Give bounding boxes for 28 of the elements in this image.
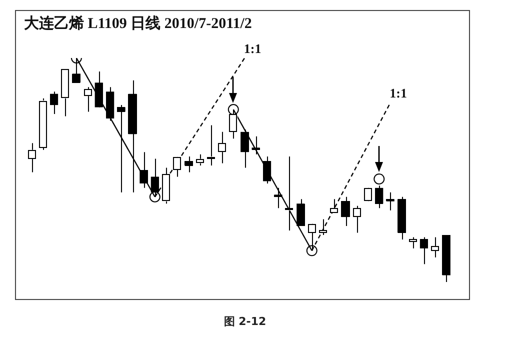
candlestick [252, 136, 260, 155]
point [149, 191, 160, 202]
candlestick [319, 218, 328, 236]
candlestick [420, 236, 428, 265]
candlestick [341, 196, 350, 226]
candlestick [173, 156, 182, 178]
candlestick [386, 192, 394, 211]
point [374, 173, 385, 184]
candlestick [218, 131, 226, 164]
candlestick [285, 156, 294, 231]
point [228, 104, 239, 116]
annotation: 1:1 [390, 86, 408, 101]
candlestick [84, 86, 92, 112]
candlestick [196, 154, 204, 166]
candlestick [408, 236, 417, 249]
candlestick [28, 142, 36, 173]
chart-title: 大连乙烯 L1109 日线 2010/7-2011/2 [24, 14, 252, 33]
candlestick [431, 236, 440, 258]
candlestick [364, 187, 372, 202]
candlestick [184, 156, 193, 173]
candlestick [117, 104, 126, 193]
point [306, 245, 318, 256]
text: 1:1 [244, 40, 262, 56]
candlestick [330, 198, 338, 214]
caption: 图 2-12 [222, 314, 268, 329]
candlestick [352, 205, 361, 234]
candlestick [206, 124, 216, 166]
candlestick [274, 187, 282, 209]
